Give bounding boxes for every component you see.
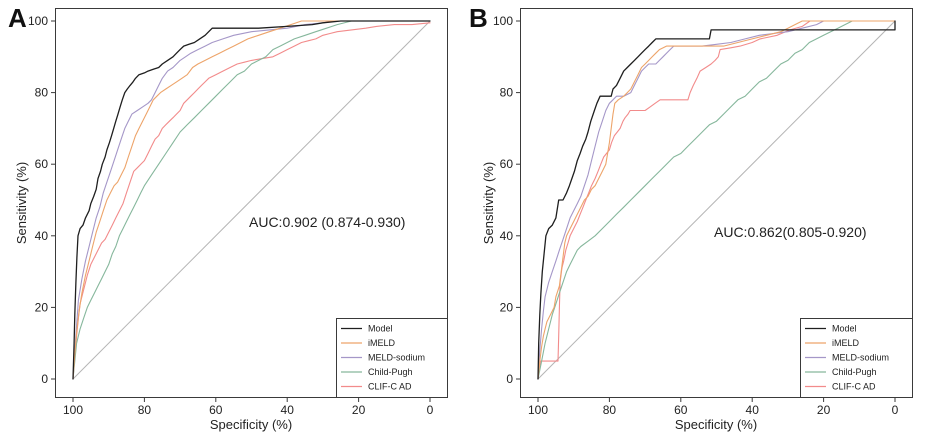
x-tick-label: 20 — [352, 403, 366, 417]
series-line-meld-sodium — [537, 20, 896, 380]
panel-label: A — [8, 3, 27, 33]
x-tick-label: 100 — [63, 403, 83, 417]
plot-frame — [55, 8, 448, 398]
x-tick-label: 60 — [209, 403, 223, 417]
series-line-clif-c-ad — [537, 20, 896, 380]
y-tick-label: 20 — [500, 300, 514, 314]
legend-item-meld-sodium: MELD-sodium — [805, 353, 889, 363]
x-axis-title: Specificity (%) — [210, 417, 292, 432]
legend-item-child-pugh: Child-Pugh — [805, 367, 877, 377]
legend-label: MELD-sodium — [832, 353, 889, 363]
y-tick-label: 40 — [35, 229, 49, 243]
y-tick-label: 0 — [506, 372, 513, 386]
y-tick-label: 20 — [35, 300, 49, 314]
series-line-child-pugh — [72, 20, 431, 380]
legend-label: CLIF-C AD — [832, 382, 876, 392]
legend: Model iMELD MELD-sodium Child-Pugh CLIF-C AD — [800, 318, 913, 398]
series-line-imeld — [72, 20, 431, 380]
reference-diagonal-line — [537, 20, 896, 380]
legend-item-clif-c-ad: CLIF-C AD — [341, 382, 412, 392]
legend-item-imeld: iMELD — [341, 338, 396, 348]
panel-label: B — [469, 3, 488, 33]
y-tick-label: 0 — [41, 372, 48, 386]
series-line-model — [537, 20, 896, 380]
legend-label: iMELD — [832, 338, 860, 348]
legend-label: MELD-sodium — [368, 353, 425, 363]
legend-item-model: Model — [341, 324, 393, 334]
series-line-clif-c-ad — [72, 22, 431, 380]
y-axis-title: Sensitivity (%) — [481, 162, 496, 244]
plot-frame — [520, 8, 913, 398]
legend: Model iMELD MELD-sodium Child-Pugh CLIF-C AD — [336, 318, 448, 398]
legend-label: Model — [832, 324, 857, 334]
auc-annotation: AUC:0.902 (0.874-0.930) — [249, 214, 405, 230]
x-tick-label: 20 — [817, 403, 831, 417]
x-tick-label: 80 — [603, 403, 617, 417]
legend-label: Child-Pugh — [832, 367, 877, 377]
y-tick-label: 40 — [500, 229, 514, 243]
legend-item-child-pugh: Child-Pugh — [341, 367, 413, 377]
x-tick-label: 40 — [746, 403, 760, 417]
legend-item-meld-sodium: MELD-sodium — [341, 353, 425, 363]
y-tick-label: 100 — [28, 14, 48, 28]
legend-label: CLIF-C AD — [368, 382, 412, 392]
panel-b-roc-chart: B 100 80 60 40 20 0 0 20 40 60 80 100 Specificity (%)… — [469, 3, 913, 432]
legend-item-clif-c-ad: CLIF-C AD — [805, 382, 876, 392]
y-tick-label: 60 — [35, 157, 49, 171]
series-line-meld-sodium — [72, 20, 431, 380]
series-line-imeld — [537, 20, 896, 380]
legend-label: iMELD — [368, 338, 396, 348]
series-line-child-pugh — [537, 20, 896, 380]
y-tick-label: 80 — [35, 86, 49, 100]
auc-annotation: AUC:0.862(0.805-0.920) — [714, 224, 867, 240]
x-tick-label: 60 — [674, 403, 688, 417]
y-tick-label: 100 — [493, 14, 513, 28]
x-tick-label: 0 — [427, 403, 434, 417]
legend-item-imeld: iMELD — [805, 338, 860, 348]
reference-diagonal-line — [72, 20, 431, 380]
x-tick-label: 0 — [892, 403, 899, 417]
y-axis-title: Sensitivity (%) — [14, 162, 29, 244]
series-line-model — [72, 20, 431, 380]
legend-label: Child-Pugh — [368, 367, 413, 377]
x-axis-title: Specificity (%) — [675, 417, 757, 432]
y-tick-label: 80 — [500, 86, 514, 100]
x-tick-label: 40 — [281, 403, 295, 417]
x-tick-label: 100 — [528, 403, 548, 417]
x-tick-label: 80 — [138, 403, 152, 417]
y-tick-label: 60 — [500, 157, 514, 171]
legend-label: Model — [368, 324, 393, 334]
legend-item-model: Model — [805, 324, 857, 334]
